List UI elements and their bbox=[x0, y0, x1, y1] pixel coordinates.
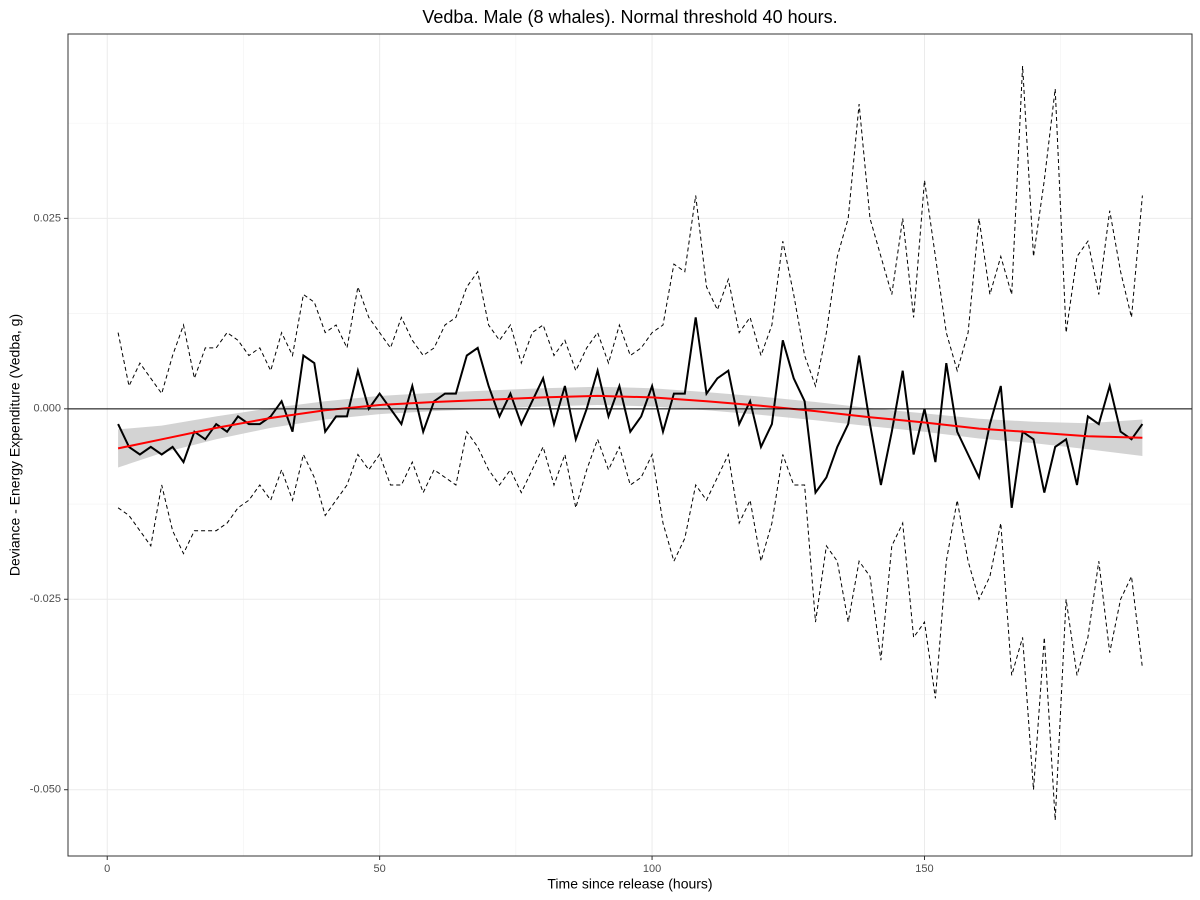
x-tick-label: 0 bbox=[104, 863, 110, 875]
chart-title: Vedba. Male (8 whales). Normal threshold… bbox=[422, 7, 837, 27]
x-tick-label: 150 bbox=[915, 863, 933, 875]
y-axis-label: Deviance - Energy Expenditure (Vedba, g) bbox=[7, 314, 23, 576]
smooth-line bbox=[117, 394, 1143, 450]
mean-line bbox=[117, 317, 1144, 508]
dashed-line bbox=[117, 430, 1143, 821]
x-axis-label: Time since release (hours) bbox=[547, 876, 712, 892]
panel-border bbox=[67, 33, 1193, 857]
y-tick-label: -0.050 bbox=[30, 784, 61, 796]
confidence-band bbox=[118, 386, 1143, 468]
x-tick-label: 100 bbox=[643, 863, 661, 875]
y-tick-label: -0.025 bbox=[30, 593, 61, 605]
y-tick-label: 0.025 bbox=[33, 212, 61, 224]
x-tick-label: 50 bbox=[374, 863, 386, 875]
y-tick-label: 0.000 bbox=[33, 403, 61, 415]
plot-area: 0 50 100 150 -0.050 0.025 0.000 -0.025 bbox=[30, 33, 1193, 875]
